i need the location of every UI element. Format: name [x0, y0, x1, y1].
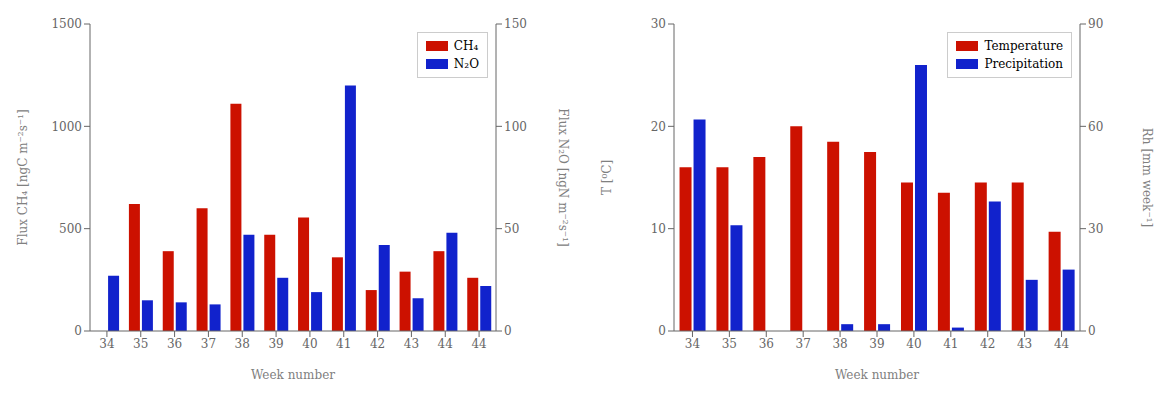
- svg-text:150: 150: [504, 17, 527, 31]
- svg-text:50: 50: [504, 222, 519, 236]
- svg-text:35: 35: [133, 337, 148, 351]
- svg-text:0: 0: [74, 324, 82, 338]
- svg-text:41: 41: [943, 337, 958, 351]
- svg-text:0: 0: [1088, 324, 1096, 338]
- svg-text:0: 0: [504, 324, 512, 338]
- svg-text:Flux CH₄ [ngC m⁻²s⁻¹]: Flux CH₄ [ngC m⁻²s⁻¹]: [16, 109, 30, 245]
- svg-text:38: 38: [832, 337, 847, 351]
- svg-text:100: 100: [504, 120, 527, 134]
- html-text:CH₄: CH₄: [453, 39, 479, 53]
- svg-text:34: 34: [685, 337, 701, 351]
- svg-text:39: 39: [869, 337, 884, 351]
- svg-text:40: 40: [906, 337, 921, 351]
- svg-text:Week number: Week number: [251, 368, 335, 382]
- svg-text:39: 39: [268, 337, 283, 351]
- svg-text:37: 37: [796, 337, 811, 351]
- svg-text:20: 20: [651, 120, 666, 134]
- svg-text:40: 40: [302, 337, 317, 351]
- svg-text:30: 30: [1088, 222, 1103, 236]
- svg-text:90: 90: [1088, 17, 1103, 31]
- svg-text:44: 44: [471, 337, 487, 351]
- svg-text:42: 42: [370, 337, 385, 351]
- svg-text:60: 60: [1088, 120, 1103, 134]
- svg-text:34: 34: [99, 337, 115, 351]
- svg-text:10: 10: [651, 222, 666, 236]
- svg-text:1000: 1000: [51, 120, 82, 134]
- svg-text:Week number: Week number: [835, 368, 919, 382]
- svg-text:T [⁰C]: T [⁰C]: [600, 160, 614, 195]
- svg-text:Flux N₂O [ngN m⁻²s⁻¹]: Flux N₂O [ngN m⁻²s⁻¹]: [556, 108, 570, 246]
- svg-text:30: 30: [651, 17, 666, 31]
- svg-text:43: 43: [1017, 337, 1032, 351]
- svg-text:35: 35: [722, 337, 737, 351]
- svg-text:44: 44: [1054, 337, 1070, 351]
- svg-text:41: 41: [336, 337, 351, 351]
- svg-text:42: 42: [980, 337, 995, 351]
- html-text:Precipitation: Precipitation: [984, 57, 1063, 71]
- svg-text:500: 500: [59, 222, 82, 236]
- html-text:N₂O: N₂O: [453, 57, 479, 71]
- html-text:Temperature: Temperature: [984, 39, 1063, 53]
- svg-text:36: 36: [167, 337, 182, 351]
- svg-text:0: 0: [658, 324, 666, 338]
- svg-text:37: 37: [201, 337, 216, 351]
- svg-text:43: 43: [404, 337, 419, 351]
- svg-text:36: 36: [759, 337, 774, 351]
- svg-text:1500: 1500: [51, 17, 82, 31]
- svg-text:Rh [mm week⁻¹]: Rh [mm week⁻¹]: [1140, 128, 1154, 227]
- svg-text:44: 44: [438, 337, 454, 351]
- svg-text:38: 38: [235, 337, 250, 351]
